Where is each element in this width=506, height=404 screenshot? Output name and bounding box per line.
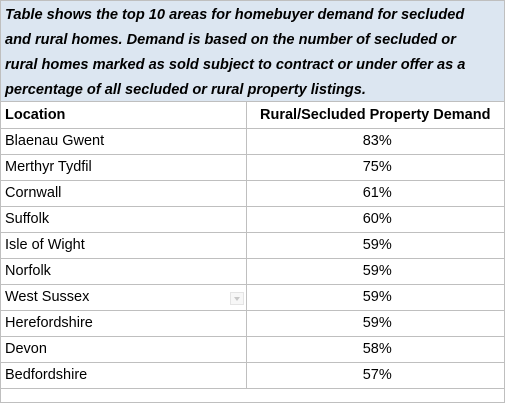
demand-cell[interactable]: 61%: [246, 180, 504, 207]
demand-cell[interactable]: 83%: [246, 128, 504, 155]
column-header-demand[interactable]: Rural/Secluded Property Demand: [246, 102, 504, 129]
location-cell[interactable]: Herefordshire: [1, 310, 247, 337]
location-cell-text: West Sussex: [5, 289, 90, 305]
demand-cell[interactable]: 60%: [246, 206, 504, 233]
caption-line: Table shows the top 10 areas for homebuy…: [5, 7, 465, 23]
demand-cell[interactable]: 57%: [246, 362, 504, 389]
location-cell[interactable]: Blaenau Gwent: [1, 128, 247, 155]
demand-cell[interactable]: 59%: [246, 284, 504, 311]
table-row: Isle of Wight 59%: [1, 232, 504, 259]
table-row: Herefordshire 59%: [1, 310, 504, 337]
location-cell[interactable]: Cornwall: [1, 180, 247, 207]
table-row: Suffolk 60%: [1, 206, 504, 233]
table-row: Merthyr Tydfil 75%: [1, 154, 504, 181]
chevron-down-icon[interactable]: [229, 291, 244, 305]
location-cell[interactable]: Devon: [1, 336, 247, 363]
demand-cell[interactable]: 59%: [246, 232, 504, 259]
location-cell[interactable]: Suffolk: [1, 206, 247, 233]
table-row: Cornwall 61%: [1, 180, 504, 207]
table-row: Blaenau Gwent 83%: [1, 128, 504, 155]
location-cell[interactable]: Norfolk: [1, 258, 247, 285]
header-row: Location Rural/Secluded Property Demand: [1, 102, 504, 129]
caption-line: percentage of all secluded or rural prop…: [5, 82, 366, 98]
table-row: Norfolk 59%: [1, 258, 504, 285]
table-caption[interactable]: Table shows the top 10 areas for homebuy…: [1, 1, 504, 102]
column-header-location[interactable]: Location: [1, 102, 247, 129]
demand-table: Location Rural/Secluded Property Demand …: [1, 102, 504, 389]
table-row: Bedfordshire 57%: [1, 362, 504, 389]
location-cell[interactable]: Isle of Wight: [1, 232, 247, 259]
caption-line: and rural homes. Demand is based on the …: [5, 32, 456, 48]
location-cell[interactable]: Merthyr Tydfil: [1, 154, 247, 181]
demand-cell[interactable]: 59%: [246, 258, 504, 285]
demand-cell[interactable]: 59%: [246, 310, 504, 337]
table-row: West Sussex 59%: [1, 284, 504, 311]
demand-cell[interactable]: 75%: [246, 154, 504, 181]
location-cell-selected[interactable]: West Sussex: [1, 284, 247, 311]
caption-line: rural homes marked as sold subject to co…: [5, 57, 466, 73]
demand-cell[interactable]: 58%: [246, 336, 504, 363]
location-cell[interactable]: Bedfordshire: [1, 362, 247, 389]
table-row: Devon 58%: [1, 336, 504, 363]
